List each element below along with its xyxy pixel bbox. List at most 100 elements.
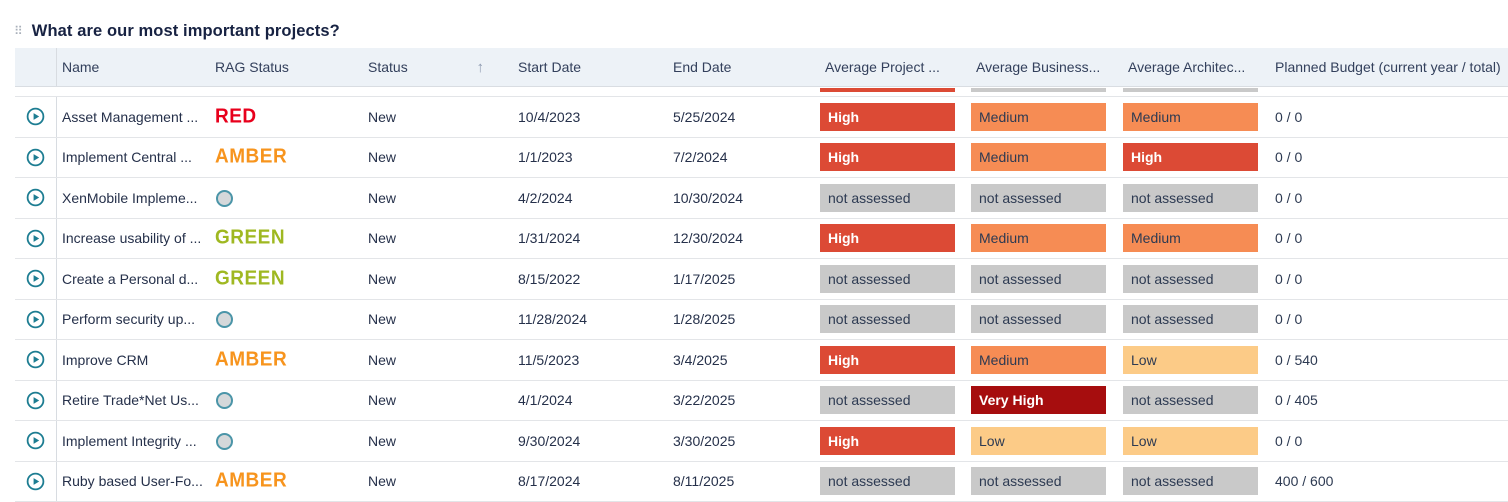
planned-budget-cell: 0 / 0: [1270, 149, 1508, 165]
average-business-cell: Low: [971, 427, 1123, 455]
average-project-badge: not assessed: [820, 265, 955, 293]
table-row[interactable]: Perform security up... New 11/28/2024 1/…: [15, 300, 1508, 341]
average-architecture-cell: High: [1123, 143, 1270, 171]
average-business-badge: Very High: [971, 386, 1106, 414]
end-date-cell: 5/25/2024: [668, 109, 820, 125]
table-row[interactable]: Asset Management ... RED New 10/4/2023 5…: [15, 97, 1508, 138]
row-icon-cell: [15, 381, 57, 421]
planned-budget-cell: 0 / 0: [1270, 271, 1508, 287]
project-name: Perform security up...: [57, 311, 210, 327]
partial-cell-architecture: [1123, 88, 1258, 92]
table-row[interactable]: Improve CRM AMBER New 11/5/2023 3/4/2025…: [15, 340, 1508, 381]
average-project-cell: not assessed: [820, 386, 971, 414]
average-project-cell: not assessed: [820, 184, 971, 212]
average-business-cell: Very High: [971, 386, 1123, 414]
average-business-cell: not assessed: [971, 467, 1123, 495]
start-date-cell: 9/30/2024: [513, 433, 668, 449]
column-header-average-architecture[interactable]: Average Architec...: [1123, 59, 1270, 75]
rag-status-cell: AMBER: [210, 146, 363, 168]
average-architecture-cell: not assessed: [1123, 386, 1270, 414]
drag-handle-icon[interactable]: ⠿: [14, 25, 23, 37]
average-project-cell: not assessed: [820, 265, 971, 293]
average-project-cell: not assessed: [820, 305, 971, 333]
start-date-cell: 1/1/2023: [513, 149, 668, 165]
row-icon-cell: [15, 300, 57, 340]
table-row[interactable]: Create a Personal d... GREEN New 8/15/20…: [15, 259, 1508, 300]
average-project-cell: High: [820, 346, 971, 374]
open-fact-sheet-play-icon[interactable]: [26, 350, 45, 369]
row-icon-cell: [15, 138, 57, 178]
open-fact-sheet-play-icon[interactable]: [26, 472, 45, 491]
column-header-average-project[interactable]: Average Project ...: [820, 59, 971, 75]
widget-title: What are our most important projects?: [32, 22, 340, 41]
planned-budget-cell: 0 / 0: [1270, 433, 1508, 449]
rag-status-value: GREEN: [215, 227, 285, 249]
partially-scrolled-row: [15, 87, 1508, 97]
end-date-cell: 7/2/2024: [668, 149, 820, 165]
end-date-cell: 8/11/2025: [668, 473, 820, 489]
widget-title-bar: ⠿ What are our most important projects?: [0, 0, 1508, 48]
project-name: Asset Management ...: [57, 109, 210, 125]
average-architecture-badge: Medium: [1123, 224, 1258, 252]
planned-budget-cell: 0 / 0: [1270, 230, 1508, 246]
status-cell: New: [363, 392, 513, 408]
table-row[interactable]: Ruby based User-Fo... AMBER New 8/17/202…: [15, 462, 1508, 502]
average-architecture-badge: Low: [1123, 346, 1258, 374]
open-fact-sheet-play-icon[interactable]: [26, 188, 45, 207]
planned-budget-cell: 0 / 405: [1270, 392, 1508, 408]
average-project-cell: High: [820, 103, 971, 131]
column-header-end-date[interactable]: End Date: [668, 59, 820, 75]
average-architecture-cell: Low: [1123, 346, 1270, 374]
average-project-badge: High: [820, 427, 955, 455]
average-business-cell: Medium: [971, 224, 1123, 252]
project-name: Ruby based User-Fo...: [57, 473, 210, 489]
average-business-badge: Low: [971, 427, 1106, 455]
average-architecture-cell: Low: [1123, 427, 1270, 455]
table-row[interactable]: Implement Integrity ... New 9/30/2024 3/…: [15, 421, 1508, 462]
column-header-start-date[interactable]: Start Date: [513, 59, 668, 75]
average-business-badge: Medium: [971, 346, 1106, 374]
column-header-name[interactable]: Name: [57, 59, 210, 75]
open-fact-sheet-play-icon[interactable]: [26, 431, 45, 450]
end-date-cell: 3/4/2025: [668, 352, 820, 368]
average-business-cell: not assessed: [971, 305, 1123, 333]
open-fact-sheet-play-icon[interactable]: [26, 310, 45, 329]
projects-table: Name RAG Status Status ↑ Start Date End …: [15, 48, 1508, 502]
average-architecture-badge: not assessed: [1123, 305, 1258, 333]
average-architecture-cell: Medium: [1123, 224, 1270, 252]
table-body: Asset Management ... RED New 10/4/2023 5…: [15, 97, 1508, 502]
average-project-badge: not assessed: [820, 184, 955, 212]
open-fact-sheet-play-icon[interactable]: [26, 391, 45, 410]
sort-ascending-icon[interactable]: ↑: [477, 59, 485, 76]
column-header-average-business[interactable]: Average Business...: [971, 59, 1123, 75]
column-header-status[interactable]: Status ↑: [363, 59, 513, 76]
table-row[interactable]: Increase usability of ... GREEN New 1/31…: [15, 219, 1508, 260]
rag-status-cell: [210, 391, 363, 409]
end-date-cell: 10/30/2024: [668, 190, 820, 206]
open-fact-sheet-play-icon[interactable]: [26, 107, 45, 126]
column-header-status-label: Status: [368, 59, 408, 75]
rag-status-cell: AMBER: [210, 349, 363, 371]
partial-cell-project: [820, 88, 955, 92]
open-fact-sheet-play-icon[interactable]: [26, 148, 45, 167]
average-business-badge: Medium: [971, 103, 1106, 131]
average-business-badge: not assessed: [971, 265, 1106, 293]
table-header-row: Name RAG Status Status ↑ Start Date End …: [15, 48, 1508, 87]
planned-budget-cell: 0 / 0: [1270, 109, 1508, 125]
column-header-rag-status[interactable]: RAG Status: [210, 59, 363, 75]
average-business-badge: not assessed: [971, 184, 1106, 212]
status-cell: New: [363, 149, 513, 165]
table-row[interactable]: Retire Trade*Net Us... New 4/1/2024 3/22…: [15, 381, 1508, 422]
table-row[interactable]: XenMobile Impleme... New 4/2/2024 10/30/…: [15, 178, 1508, 219]
start-date-cell: 4/1/2024: [513, 392, 668, 408]
open-fact-sheet-play-icon[interactable]: [26, 269, 45, 288]
average-architecture-badge: not assessed: [1123, 265, 1258, 293]
column-header-icon: [15, 48, 57, 86]
status-cell: New: [363, 311, 513, 327]
column-header-planned-budget[interactable]: Planned Budget (current year / total): [1270, 59, 1508, 75]
open-fact-sheet-play-icon[interactable]: [26, 229, 45, 248]
rag-status-cell: [210, 189, 363, 207]
table-row[interactable]: Implement Central ... AMBER New 1/1/2023…: [15, 138, 1508, 179]
rag-status-value: RED: [215, 106, 257, 128]
average-project-badge: not assessed: [820, 386, 955, 414]
